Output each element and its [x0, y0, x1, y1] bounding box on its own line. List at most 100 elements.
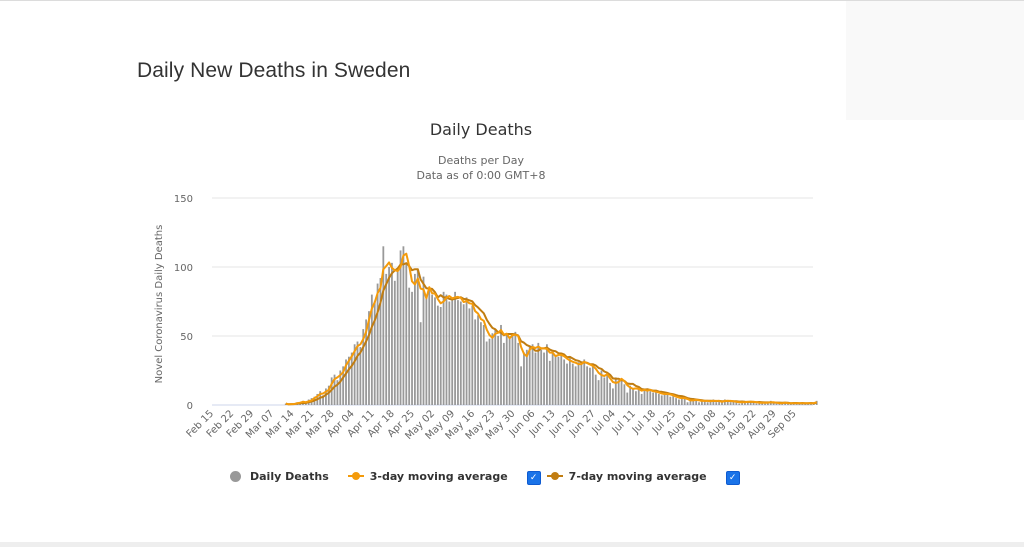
bar	[629, 385, 632, 405]
bar	[425, 295, 428, 405]
bar	[566, 363, 568, 405]
bar	[709, 400, 712, 405]
bar	[798, 403, 801, 405]
bar	[812, 403, 815, 405]
bar	[706, 402, 709, 405]
bar	[701, 399, 703, 405]
bar	[325, 388, 327, 405]
bar	[612, 388, 614, 405]
bar	[534, 352, 537, 405]
bar	[781, 403, 784, 405]
bar	[695, 400, 698, 405]
lines	[285, 252, 818, 406]
bar	[643, 388, 646, 405]
legend-7day-label: 7-day moving average	[568, 469, 707, 483]
bar	[652, 392, 655, 405]
bar	[465, 297, 468, 405]
bar	[787, 403, 789, 405]
bar	[580, 363, 583, 405]
chart-subtitle-line-2: Data as of 0:00 GMT+8	[416, 169, 546, 182]
bar	[663, 392, 666, 405]
bottom-bar	[0, 542, 1024, 547]
bar	[603, 377, 606, 405]
chart-subtitle-line-1: Deaths per Day	[438, 154, 524, 167]
bar	[640, 393, 643, 405]
bar	[376, 283, 379, 405]
legend: Daily Deaths 3-day moving average ✓ 7-da…	[230, 467, 740, 485]
bar	[764, 403, 766, 405]
bar	[606, 374, 609, 405]
bar	[531, 344, 534, 405]
bar	[525, 349, 528, 405]
bar	[468, 308, 471, 405]
bar	[678, 399, 680, 405]
bar	[718, 400, 721, 405]
bar	[712, 399, 715, 405]
bar	[508, 338, 511, 405]
bar	[459, 301, 462, 405]
bar	[649, 391, 652, 405]
bar	[477, 315, 479, 405]
top-border	[0, 0, 1024, 1]
bar	[744, 402, 746, 405]
legend-item-3day[interactable]: 3-day moving average	[347, 469, 508, 483]
bar	[546, 344, 548, 405]
bar	[675, 398, 677, 405]
bar	[680, 396, 683, 405]
bar	[445, 294, 448, 405]
bar	[795, 403, 798, 405]
bar	[362, 329, 365, 405]
bar	[451, 298, 454, 405]
bar	[370, 294, 373, 405]
bar	[772, 403, 775, 405]
bar	[789, 403, 792, 405]
bar	[391, 262, 393, 405]
bar	[462, 304, 465, 405]
bar	[431, 294, 434, 405]
bar	[715, 402, 718, 405]
bar	[505, 333, 508, 405]
side-panel	[846, 1, 1024, 120]
bar	[726, 400, 729, 405]
bar	[304, 403, 307, 405]
bar	[474, 319, 477, 405]
bar	[657, 393, 660, 405]
bar	[457, 300, 459, 405]
bar	[402, 246, 405, 405]
bar	[416, 269, 419, 405]
bar	[804, 403, 807, 405]
bar	[448, 301, 451, 405]
bar	[327, 385, 330, 405]
bar	[356, 341, 359, 405]
legend-3day-label: 3-day moving average	[369, 469, 508, 483]
bar	[511, 333, 514, 405]
bar	[353, 344, 356, 405]
bar	[571, 363, 574, 405]
y-tick-label: 100	[174, 263, 193, 274]
bar	[729, 402, 732, 405]
y-tick-labels: 0 50 100 150	[174, 194, 193, 412]
bar	[528, 347, 531, 405]
checkbox-3day[interactable]: ✓	[526, 471, 541, 485]
legend-item-7day[interactable]: 7-day moving average	[546, 469, 707, 483]
bar	[342, 366, 345, 405]
bar	[442, 291, 445, 405]
bar	[488, 338, 491, 405]
bar	[523, 352, 525, 405]
bar	[586, 366, 588, 405]
checkbox-7day[interactable]: ✓	[725, 471, 740, 485]
bar	[617, 380, 620, 405]
bar	[388, 267, 390, 405]
bar	[480, 322, 482, 405]
bar	[517, 342, 520, 405]
legend-item-daily-deaths[interactable]: Daily Deaths	[230, 470, 329, 483]
bar	[368, 311, 370, 405]
bar	[350, 352, 353, 405]
bar	[634, 391, 637, 405]
bar	[557, 356, 560, 405]
bar	[500, 324, 502, 405]
bar	[422, 276, 425, 405]
bar	[574, 366, 577, 405]
bar	[597, 380, 600, 405]
bar	[646, 389, 649, 405]
